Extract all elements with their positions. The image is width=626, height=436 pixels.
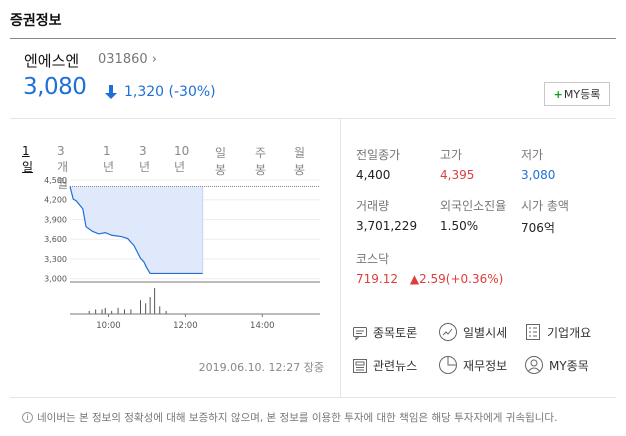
plus-icon: + bbox=[553, 87, 563, 101]
stat-market-cap-label: 시가 총액 bbox=[521, 199, 569, 213]
link-daily-price-label: 일별시세 bbox=[463, 325, 508, 340]
my-add-button[interactable]: + MY등록 bbox=[544, 82, 610, 106]
x-tick-label: 12:00 bbox=[173, 321, 198, 331]
price-area-fill bbox=[70, 186, 203, 274]
tab-period-5[interactable]: 일봉 bbox=[215, 146, 227, 177]
stock-code[interactable]: 031860 › bbox=[98, 52, 157, 67]
kosdaq-change-pct: (+0.36%) bbox=[445, 272, 504, 286]
stat-prev-close-value: 4,400 bbox=[356, 168, 391, 182]
stat-foreign-value: 1.50% bbox=[440, 219, 479, 233]
stat-low: 저가 3,080 bbox=[521, 146, 555, 182]
stat-foreign-label: 외국인소진율 bbox=[440, 199, 507, 213]
stat-market-cap: 시가 총액 706억 bbox=[521, 197, 569, 236]
x-tick-label: 10:00 bbox=[96, 321, 121, 331]
stock-name-link[interactable]: 엔에스엔 bbox=[24, 52, 80, 70]
tab-period-7[interactable]: 월봉 bbox=[294, 146, 306, 177]
stat-low-label: 저가 bbox=[521, 148, 544, 162]
stat-prev-close-label: 전일종가 bbox=[356, 148, 401, 162]
price-change-value: 1,320 bbox=[124, 84, 165, 100]
y-tick-label: 3,000 bbox=[44, 275, 67, 284]
user-icon bbox=[525, 356, 543, 374]
info-icon: i bbox=[22, 412, 33, 423]
my-add-label: MY등록 bbox=[563, 88, 601, 101]
kosdaq-change: 2.59 bbox=[419, 272, 446, 286]
arrow-down-icon bbox=[105, 85, 117, 99]
piechart-icon bbox=[439, 356, 457, 374]
stat-high-value: 4,395 bbox=[440, 168, 475, 182]
link-related-news[interactable]: 관련뉴스 bbox=[352, 357, 417, 374]
stat-market-cap-value: 706억 bbox=[521, 221, 555, 235]
y-tick-label: 4,500 bbox=[44, 176, 67, 185]
box-vertical-divider bbox=[340, 118, 341, 398]
stat-high-label: 고가 bbox=[440, 148, 463, 162]
y-tick-label: 3,600 bbox=[44, 235, 67, 244]
price-chart: 4,500 4,200 3,900 3,600 3,300 3,000 10:00 12:00… bbox=[44, 176, 320, 331]
price-change-pct: (-30%) bbox=[168, 84, 216, 100]
link-daily-price[interactable]: 일별시세 bbox=[438, 322, 507, 342]
stock-code-text: 031860 bbox=[98, 52, 148, 67]
chart-timestamp: 2019.06.10. 12:27 장중 bbox=[198, 361, 324, 374]
tab-period-2[interactable]: 1년 bbox=[103, 144, 115, 174]
kosdaq-value: 719.12 bbox=[356, 272, 398, 286]
tab-period-1[interactable]: 3개월 bbox=[57, 144, 69, 191]
tab-period-4[interactable]: 10년 bbox=[174, 144, 190, 174]
disclaimer: i 네이버는 본 정보의 정확성에 대해 보증하지 않으며, 본 정보를 이용한… bbox=[22, 410, 557, 425]
price-change: 1,320 (-30%) bbox=[124, 84, 216, 100]
current-price: 3,080 bbox=[23, 74, 87, 100]
tab-period-6[interactable]: 주봉 bbox=[255, 146, 267, 177]
link-my-stocks[interactable]: MY종목 bbox=[524, 355, 589, 375]
stat-volume-value: 3,701,229 bbox=[356, 219, 418, 233]
tab-period-3[interactable]: 3년 bbox=[139, 144, 151, 174]
chevron-right-icon: › bbox=[151, 52, 157, 67]
kosdaq-label: 코스닥 bbox=[356, 252, 390, 266]
price-line bbox=[69, 186, 203, 275]
link-company-overview[interactable]: 기업개요 bbox=[524, 323, 591, 341]
kosdaq-index: 코스닥 719.12 ▲2.59(+0.36%) bbox=[356, 250, 503, 286]
document-icon bbox=[526, 324, 540, 340]
link-financial-info-label: 재무정보 bbox=[463, 358, 508, 373]
header-divider bbox=[10, 38, 616, 39]
link-company-overview-label: 기업개요 bbox=[547, 325, 592, 340]
kosdaq-up-arrow-icon: ▲ bbox=[409, 272, 420, 286]
stat-volume-label: 거래량 bbox=[356, 199, 390, 213]
stat-prev-close: 전일종가 4,400 bbox=[356, 146, 400, 182]
stat-volume: 거래량 3,701,229 bbox=[356, 197, 417, 233]
disclaimer-text: 네이버는 본 정보의 정확성에 대해 보증하지 않으며, 본 정보를 이용한 투… bbox=[37, 412, 558, 424]
news-icon bbox=[353, 358, 367, 373]
chat-icon bbox=[353, 326, 367, 341]
link-related-news-label: 관련뉴스 bbox=[373, 359, 418, 373]
link-my-stocks-label: MY종목 bbox=[549, 358, 589, 373]
x-tick-label: 14:00 bbox=[250, 321, 275, 331]
stat-low-value: 3,080 bbox=[521, 168, 556, 182]
y-tick-label: 3,300 bbox=[44, 255, 67, 264]
section-title: 증권정보 bbox=[10, 13, 62, 29]
y-tick-label: 3,900 bbox=[44, 215, 67, 224]
link-financial-info[interactable]: 재무정보 bbox=[438, 355, 507, 375]
link-discussion[interactable]: 종목토론 bbox=[352, 324, 417, 341]
tab-period-0[interactable]: 1일 bbox=[22, 144, 34, 174]
stat-foreign: 외국인소진율 1.50% bbox=[440, 197, 506, 233]
link-discussion-label: 종목토론 bbox=[373, 326, 418, 340]
trend-icon bbox=[439, 323, 457, 341]
stat-high: 고가 4,395 bbox=[440, 146, 474, 182]
y-tick-label: 4,200 bbox=[44, 196, 67, 205]
stock-info-box bbox=[10, 118, 616, 398]
